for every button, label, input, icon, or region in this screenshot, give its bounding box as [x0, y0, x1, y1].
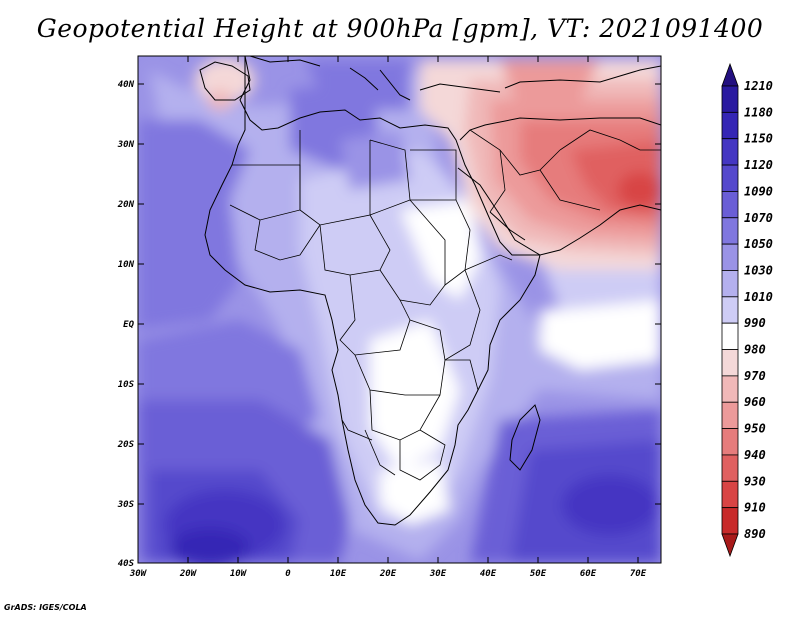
- colorbar-label: 1090: [744, 184, 773, 198]
- map-frame: [137, 55, 662, 564]
- lat-label: 30N: [117, 140, 135, 150]
- colorbar-swatch: [721, 428, 739, 456]
- colorbar-label: 930: [744, 474, 766, 488]
- height-field: [138, 56, 661, 563]
- lat-label: 10N: [118, 260, 135, 270]
- colorbar-label: 970: [744, 369, 766, 383]
- lat-label: 40S: [118, 559, 135, 569]
- colorbar-label: 1180: [744, 105, 773, 119]
- lat-label: 40N: [118, 80, 135, 90]
- colorbar: 1210 1180 1150 1120 1090 1070 1050 1030 1010 990 9…: [721, 62, 773, 558]
- map-title: Geopotential Height at 900hPa [gpm], VT:…: [36, 14, 764, 43]
- colorbar-label: 950: [744, 422, 766, 436]
- lon-label: 20E: [379, 569, 397, 579]
- colorbar-swatch: [721, 401, 739, 429]
- lon-label: 30E: [429, 569, 447, 579]
- lat-label: EQ: [123, 320, 134, 330]
- colorbar-label: 940: [744, 448, 766, 462]
- lon-label: 50E: [530, 569, 547, 579]
- lat-label: 20S: [117, 440, 135, 450]
- colorbar-swatch: [721, 164, 739, 192]
- colorbar-swatch: [721, 270, 739, 298]
- colorbar-swatch: [721, 322, 739, 350]
- colorbar-swatch: [721, 375, 739, 403]
- lat-label: 20N: [117, 200, 135, 210]
- colorbar-label: 1120: [744, 158, 773, 172]
- lon-label: 10E: [330, 569, 347, 579]
- country-borders: [229, 129, 661, 481]
- longitude-axis: 30W 20W 10W 0 10E 20E 30E 40E 50E 60E 70…: [129, 56, 647, 579]
- colorbar-label: 890: [744, 527, 766, 541]
- colorbar-swatch: [721, 85, 739, 113]
- lon-label: 20W: [179, 569, 198, 579]
- colorbar-swatch: [721, 191, 739, 219]
- colorbar-label: 960: [744, 395, 766, 409]
- lon-label: 0: [285, 569, 291, 579]
- lon-label: 40E: [480, 569, 497, 579]
- lat-label: 10S: [118, 380, 135, 390]
- colorbar-label: 910: [744, 501, 766, 515]
- colorbar-swatch: [721, 243, 739, 271]
- colorbar-swatch: [721, 296, 739, 324]
- colorbar-label: 1030: [744, 263, 773, 277]
- colorbar-swatch: [721, 454, 739, 482]
- lat-label: 30S: [117, 500, 135, 510]
- coastlines: [199, 56, 661, 526]
- colorbar-top-arrow: [721, 62, 739, 87]
- colorbar-label: 1070: [744, 211, 773, 225]
- colorbar-swatch: [721, 217, 739, 245]
- colorbar-label: 990: [744, 316, 766, 330]
- colorbar-bottom-arrow: [721, 533, 739, 558]
- colorbar-swatch: [721, 480, 739, 509]
- latitude-axis: 40N 30N 20N 10N EQ 10S 20S 30S 40S: [117, 80, 661, 569]
- colorbar-label: 1050: [744, 237, 773, 251]
- colorbar-swatch: [721, 349, 739, 377]
- colorbar-label: 1010: [744, 290, 773, 304]
- colorbar-label: 1150: [744, 132, 773, 146]
- colorbar-swatch: [721, 507, 739, 535]
- grads-credit: GrADS: IGES/COLA: [4, 603, 87, 612]
- lon-label: 60E: [580, 569, 597, 579]
- colorbar-swatch: [721, 111, 739, 140]
- lon-label: 10W: [230, 569, 248, 579]
- lon-label: 30W: [129, 569, 148, 579]
- colorbar-label: 1210: [744, 79, 773, 93]
- lon-label: 70E: [630, 569, 647, 579]
- colorbar-label: 980: [744, 343, 766, 357]
- colorbar-swatch: [721, 138, 739, 166]
